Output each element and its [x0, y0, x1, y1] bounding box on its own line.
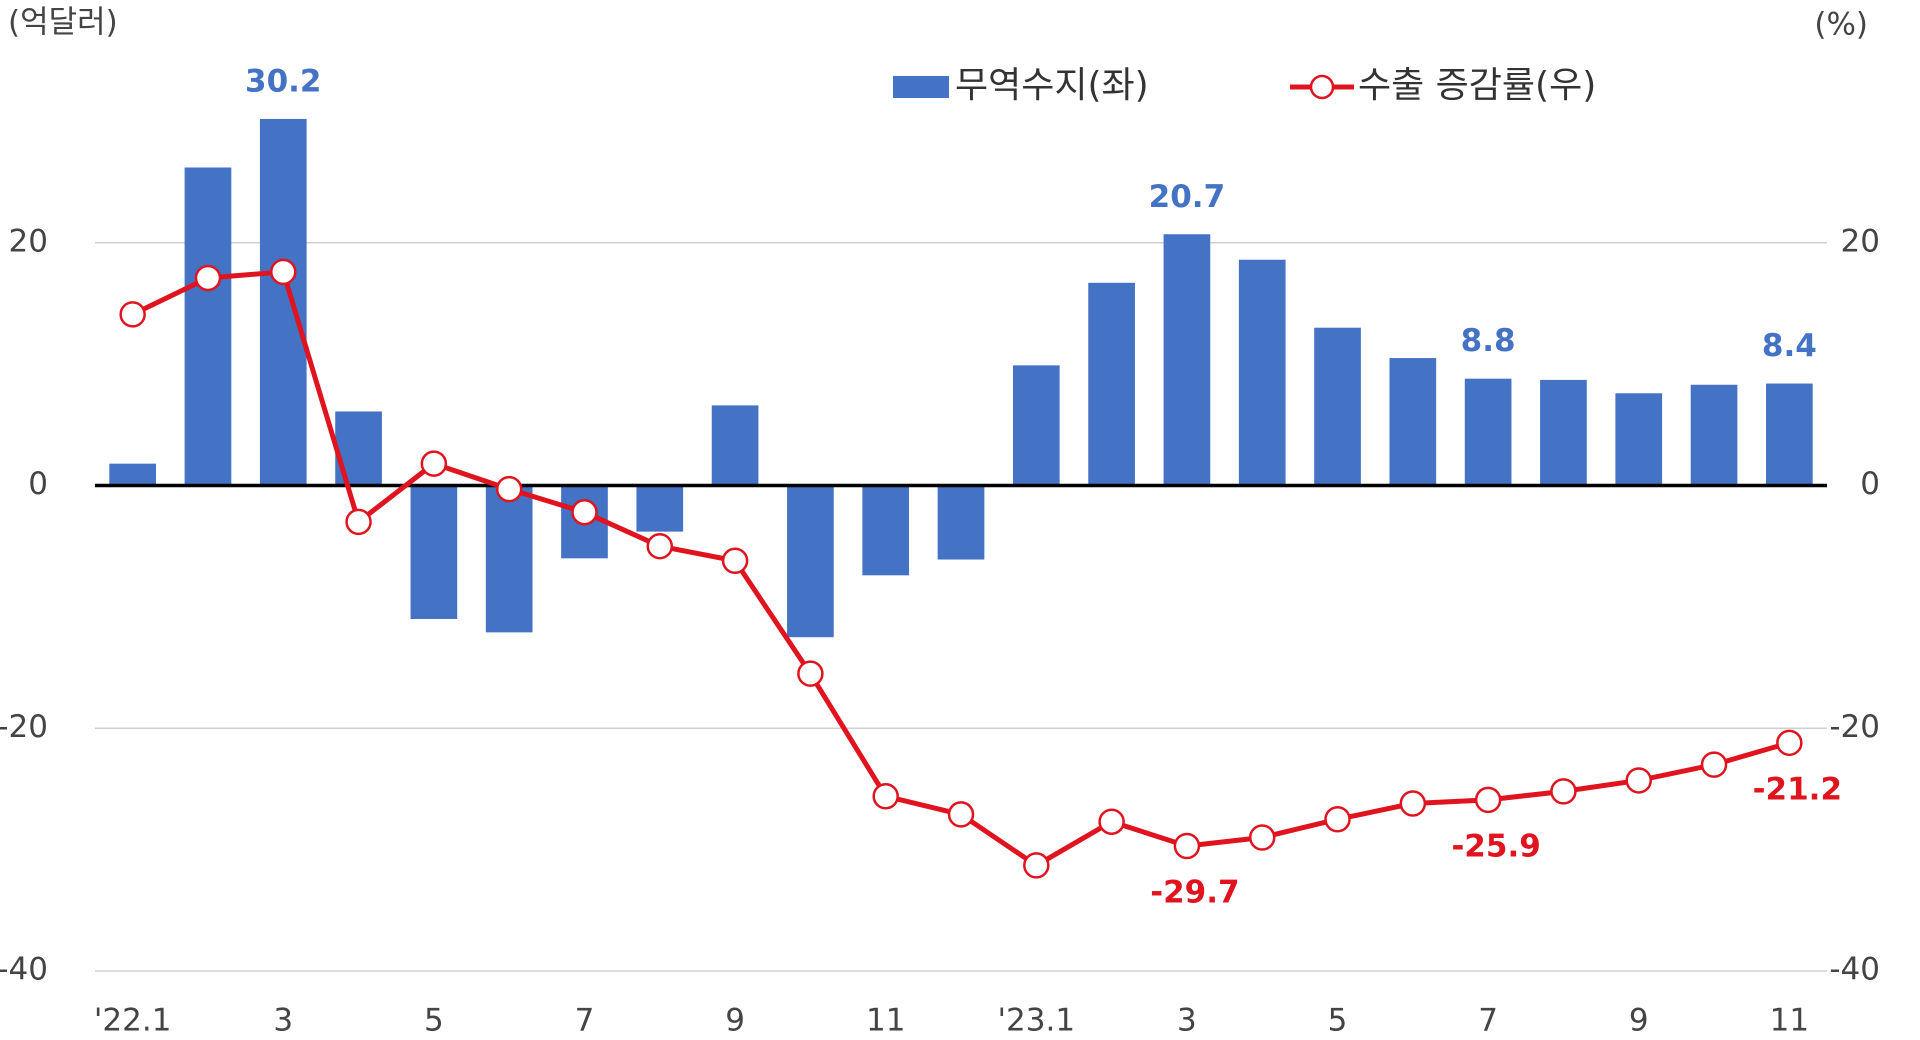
bar	[109, 463, 156, 486]
x-tick-label: 5	[424, 1003, 444, 1039]
bar	[1088, 282, 1135, 486]
x-tick-label: '23.1	[998, 1003, 1076, 1039]
bar	[1389, 358, 1437, 486]
line-marker	[1550, 778, 1577, 805]
line-marker	[420, 450, 448, 477]
line-marker	[1625, 767, 1652, 794]
line-marker	[721, 547, 749, 575]
x-tick-label: 9	[1629, 1003, 1649, 1039]
x-tick-label: 3	[1177, 1003, 1197, 1039]
legend-swatch	[893, 76, 949, 98]
bar	[937, 485, 985, 560]
x-tick-label: 11	[1770, 1003, 1809, 1039]
bar	[1690, 384, 1738, 486]
bar-value-label: 8.4	[1762, 328, 1817, 364]
bar	[1464, 378, 1512, 486]
line-value-label: -25.9	[1451, 828, 1540, 864]
line-marker	[345, 508, 372, 536]
line-marker	[119, 301, 146, 328]
x-tick-label: 5	[1328, 1003, 1348, 1039]
bar	[1012, 365, 1060, 486]
bar	[1540, 379, 1587, 486]
bar	[1615, 393, 1663, 486]
line-marker	[270, 258, 297, 286]
y2-tick-label: 0	[1860, 466, 1880, 502]
x-tick-label: 7	[1478, 1003, 1498, 1039]
bar	[636, 485, 684, 532]
line-marker	[194, 264, 222, 292]
y2-axis-label: (%)	[1814, 7, 1868, 43]
line-value-label: -21.2	[1753, 771, 1842, 807]
y2-tick-label: 20	[1841, 223, 1880, 259]
line-marker	[1399, 790, 1427, 817]
bar-value-label: 20.7	[1149, 179, 1226, 215]
x-tick-label: '22.1	[94, 1003, 172, 1039]
y-axis-label: (억달러)	[8, 5, 118, 41]
bar	[787, 485, 834, 638]
bar	[1238, 259, 1286, 486]
x-tick-label: 11	[866, 1003, 905, 1039]
bar	[1314, 327, 1361, 486]
line-marker	[1700, 751, 1728, 778]
bar	[862, 485, 910, 576]
line-marker	[797, 660, 824, 687]
bar	[711, 405, 759, 486]
line-marker	[646, 532, 674, 560]
line-marker	[872, 782, 899, 810]
line-marker	[1776, 729, 1803, 757]
y2-tick-label: -40	[1829, 952, 1880, 988]
legend-label: 수출 증감률(우)	[1358, 65, 1596, 106]
bar	[1766, 383, 1813, 486]
bar	[410, 485, 458, 620]
bar-value-label: 8.8	[1461, 323, 1516, 359]
x-tick-label: 7	[575, 1003, 595, 1039]
x-tick-label: 9	[725, 1003, 745, 1039]
line-marker	[1324, 806, 1351, 833]
line-marker	[1173, 832, 1201, 860]
y-tick-label: -40	[0, 952, 48, 988]
bar	[485, 485, 533, 633]
legend-marker	[1309, 74, 1335, 100]
bar	[184, 167, 232, 486]
y2-tick-label: -20	[1829, 709, 1880, 745]
line-marker	[1474, 786, 1502, 814]
y-tick-label: 20	[9, 223, 48, 259]
bar-value-label: 30.2	[245, 63, 322, 99]
y-tick-label: 0	[28, 466, 48, 502]
line-marker	[947, 801, 975, 828]
line-marker	[1098, 808, 1125, 835]
line-marker	[1023, 852, 1050, 879]
x-tick-label: 3	[273, 1003, 293, 1039]
bar	[1163, 234, 1211, 486]
line	[131, 269, 1791, 868]
y-tick-label: -20	[0, 709, 48, 745]
line-value-label: -29.7	[1150, 874, 1239, 910]
line-marker	[571, 498, 598, 526]
line-marker	[495, 475, 523, 503]
legend-label: 무역수지(좌)	[955, 65, 1149, 106]
bar	[259, 118, 307, 486]
line-marker	[1248, 824, 1276, 851]
